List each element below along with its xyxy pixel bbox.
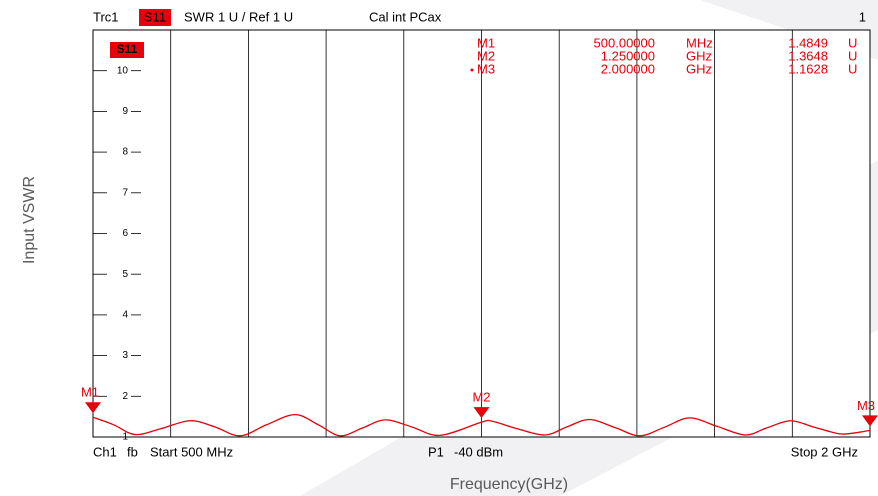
marker-freq: 2.000000 — [601, 61, 655, 76]
calibration: Cal int PCax — [369, 9, 442, 24]
param-box — [139, 9, 171, 26]
marker-unit: U — [848, 35, 857, 50]
marker-name: M1 — [477, 35, 495, 50]
marker-unit: U — [848, 61, 857, 76]
marker-triangle — [862, 415, 878, 427]
y-axis-label: Input VSWR — [21, 176, 38, 264]
marker-label: M3 — [857, 398, 875, 413]
y-tick-label: 9 — [122, 106, 128, 117]
y-tick-label: 2 — [122, 391, 128, 402]
y-tick-label: 4 — [122, 310, 128, 321]
marker-unit: U — [848, 48, 857, 63]
trace-label: S11 — [117, 42, 138, 56]
marker-freq-unit: MHz — [686, 35, 713, 50]
y-tick-label: 7 — [122, 187, 128, 198]
marker-value: 1.4849 — [788, 35, 828, 50]
format: SWR 1 U / Ref 1 U — [184, 9, 293, 24]
trace — [92, 413, 871, 437]
x-axis-label: Frequency(GHz) — [450, 476, 568, 493]
y-tick-label: 6 — [122, 228, 128, 239]
marker-freq-unit: GHz — [686, 48, 712, 63]
marker-value: 1.3648 — [788, 48, 828, 63]
y-tick-label: 5 — [122, 269, 128, 280]
trace-id: Trc1 — [93, 9, 119, 24]
y-tick-label: 8 — [122, 147, 128, 158]
param: S11 — [144, 9, 166, 24]
marker-triangle — [473, 407, 490, 419]
channel-number: 1 — [859, 9, 866, 24]
marker-label: M1 — [81, 385, 99, 400]
footer-start: Start 500 MHz — [150, 444, 233, 459]
marker-label: M2 — [472, 390, 490, 405]
marker-value: 1.1628 — [788, 61, 828, 76]
footer-channel: Ch1 — [93, 444, 117, 459]
active-marker-dot — [470, 68, 474, 72]
footer-stop: Stop 2 GHz — [791, 444, 858, 459]
trace-label-box — [110, 42, 144, 58]
marker-freq: 1.250000 — [601, 48, 655, 63]
y-tick-label: 1 — [122, 432, 128, 443]
marker-name: M3 — [477, 61, 495, 76]
marker-name: M2 — [477, 48, 495, 63]
y-tick-label: 3 — [122, 350, 128, 361]
marker-freq-unit: GHz — [686, 61, 712, 76]
footer-port: P1 — [428, 444, 444, 459]
y-tick-label: 10 — [117, 65, 129, 76]
footer-mode: fb — [127, 444, 138, 459]
marker-freq: 500.00000 — [594, 35, 655, 50]
marker-triangle — [85, 402, 101, 414]
footer-power: -40 dBm — [454, 444, 503, 459]
